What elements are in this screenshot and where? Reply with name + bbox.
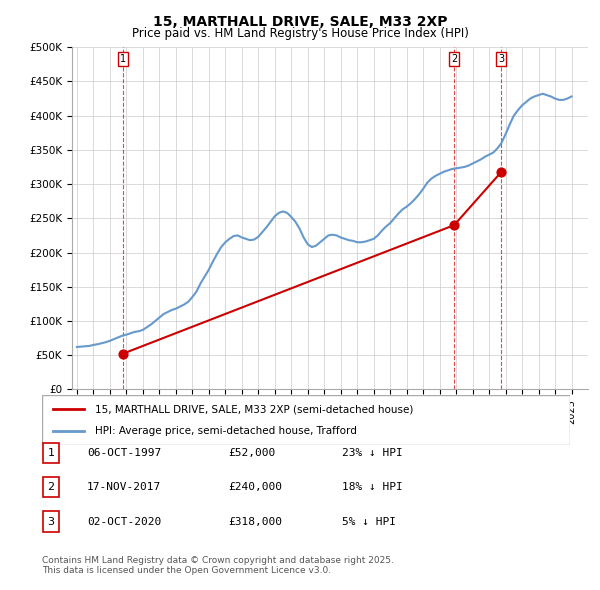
Text: 2: 2	[47, 483, 55, 492]
Point	[118, 349, 127, 359]
Text: 1: 1	[119, 54, 125, 64]
Text: £240,000: £240,000	[228, 483, 282, 492]
Text: 3: 3	[499, 54, 505, 64]
Text: £52,000: £52,000	[228, 448, 275, 458]
FancyBboxPatch shape	[43, 443, 59, 463]
Text: 06-OCT-1997: 06-OCT-1997	[87, 448, 161, 458]
FancyBboxPatch shape	[43, 512, 59, 532]
Text: HPI: Average price, semi-detached house, Trafford: HPI: Average price, semi-detached house,…	[95, 427, 356, 437]
Point	[449, 221, 459, 230]
Text: 15, MARTHALL DRIVE, SALE, M33 2XP: 15, MARTHALL DRIVE, SALE, M33 2XP	[153, 15, 447, 29]
Text: 15, MARTHALL DRIVE, SALE, M33 2XP (semi-detached house): 15, MARTHALL DRIVE, SALE, M33 2XP (semi-…	[95, 404, 413, 414]
Text: Price paid vs. HM Land Registry's House Price Index (HPI): Price paid vs. HM Land Registry's House …	[131, 27, 469, 40]
Text: 23% ↓ HPI: 23% ↓ HPI	[342, 448, 403, 458]
Text: Contains HM Land Registry data © Crown copyright and database right 2025.
This d: Contains HM Land Registry data © Crown c…	[42, 556, 394, 575]
Text: 18% ↓ HPI: 18% ↓ HPI	[342, 483, 403, 492]
Text: 2: 2	[451, 54, 457, 64]
Text: 1: 1	[47, 448, 55, 458]
Text: 3: 3	[47, 517, 55, 526]
FancyBboxPatch shape	[43, 477, 59, 497]
Text: 17-NOV-2017: 17-NOV-2017	[87, 483, 161, 492]
Point	[497, 167, 506, 176]
Text: 5% ↓ HPI: 5% ↓ HPI	[342, 517, 396, 526]
FancyBboxPatch shape	[42, 395, 570, 445]
Text: £318,000: £318,000	[228, 517, 282, 526]
Text: 02-OCT-2020: 02-OCT-2020	[87, 517, 161, 526]
